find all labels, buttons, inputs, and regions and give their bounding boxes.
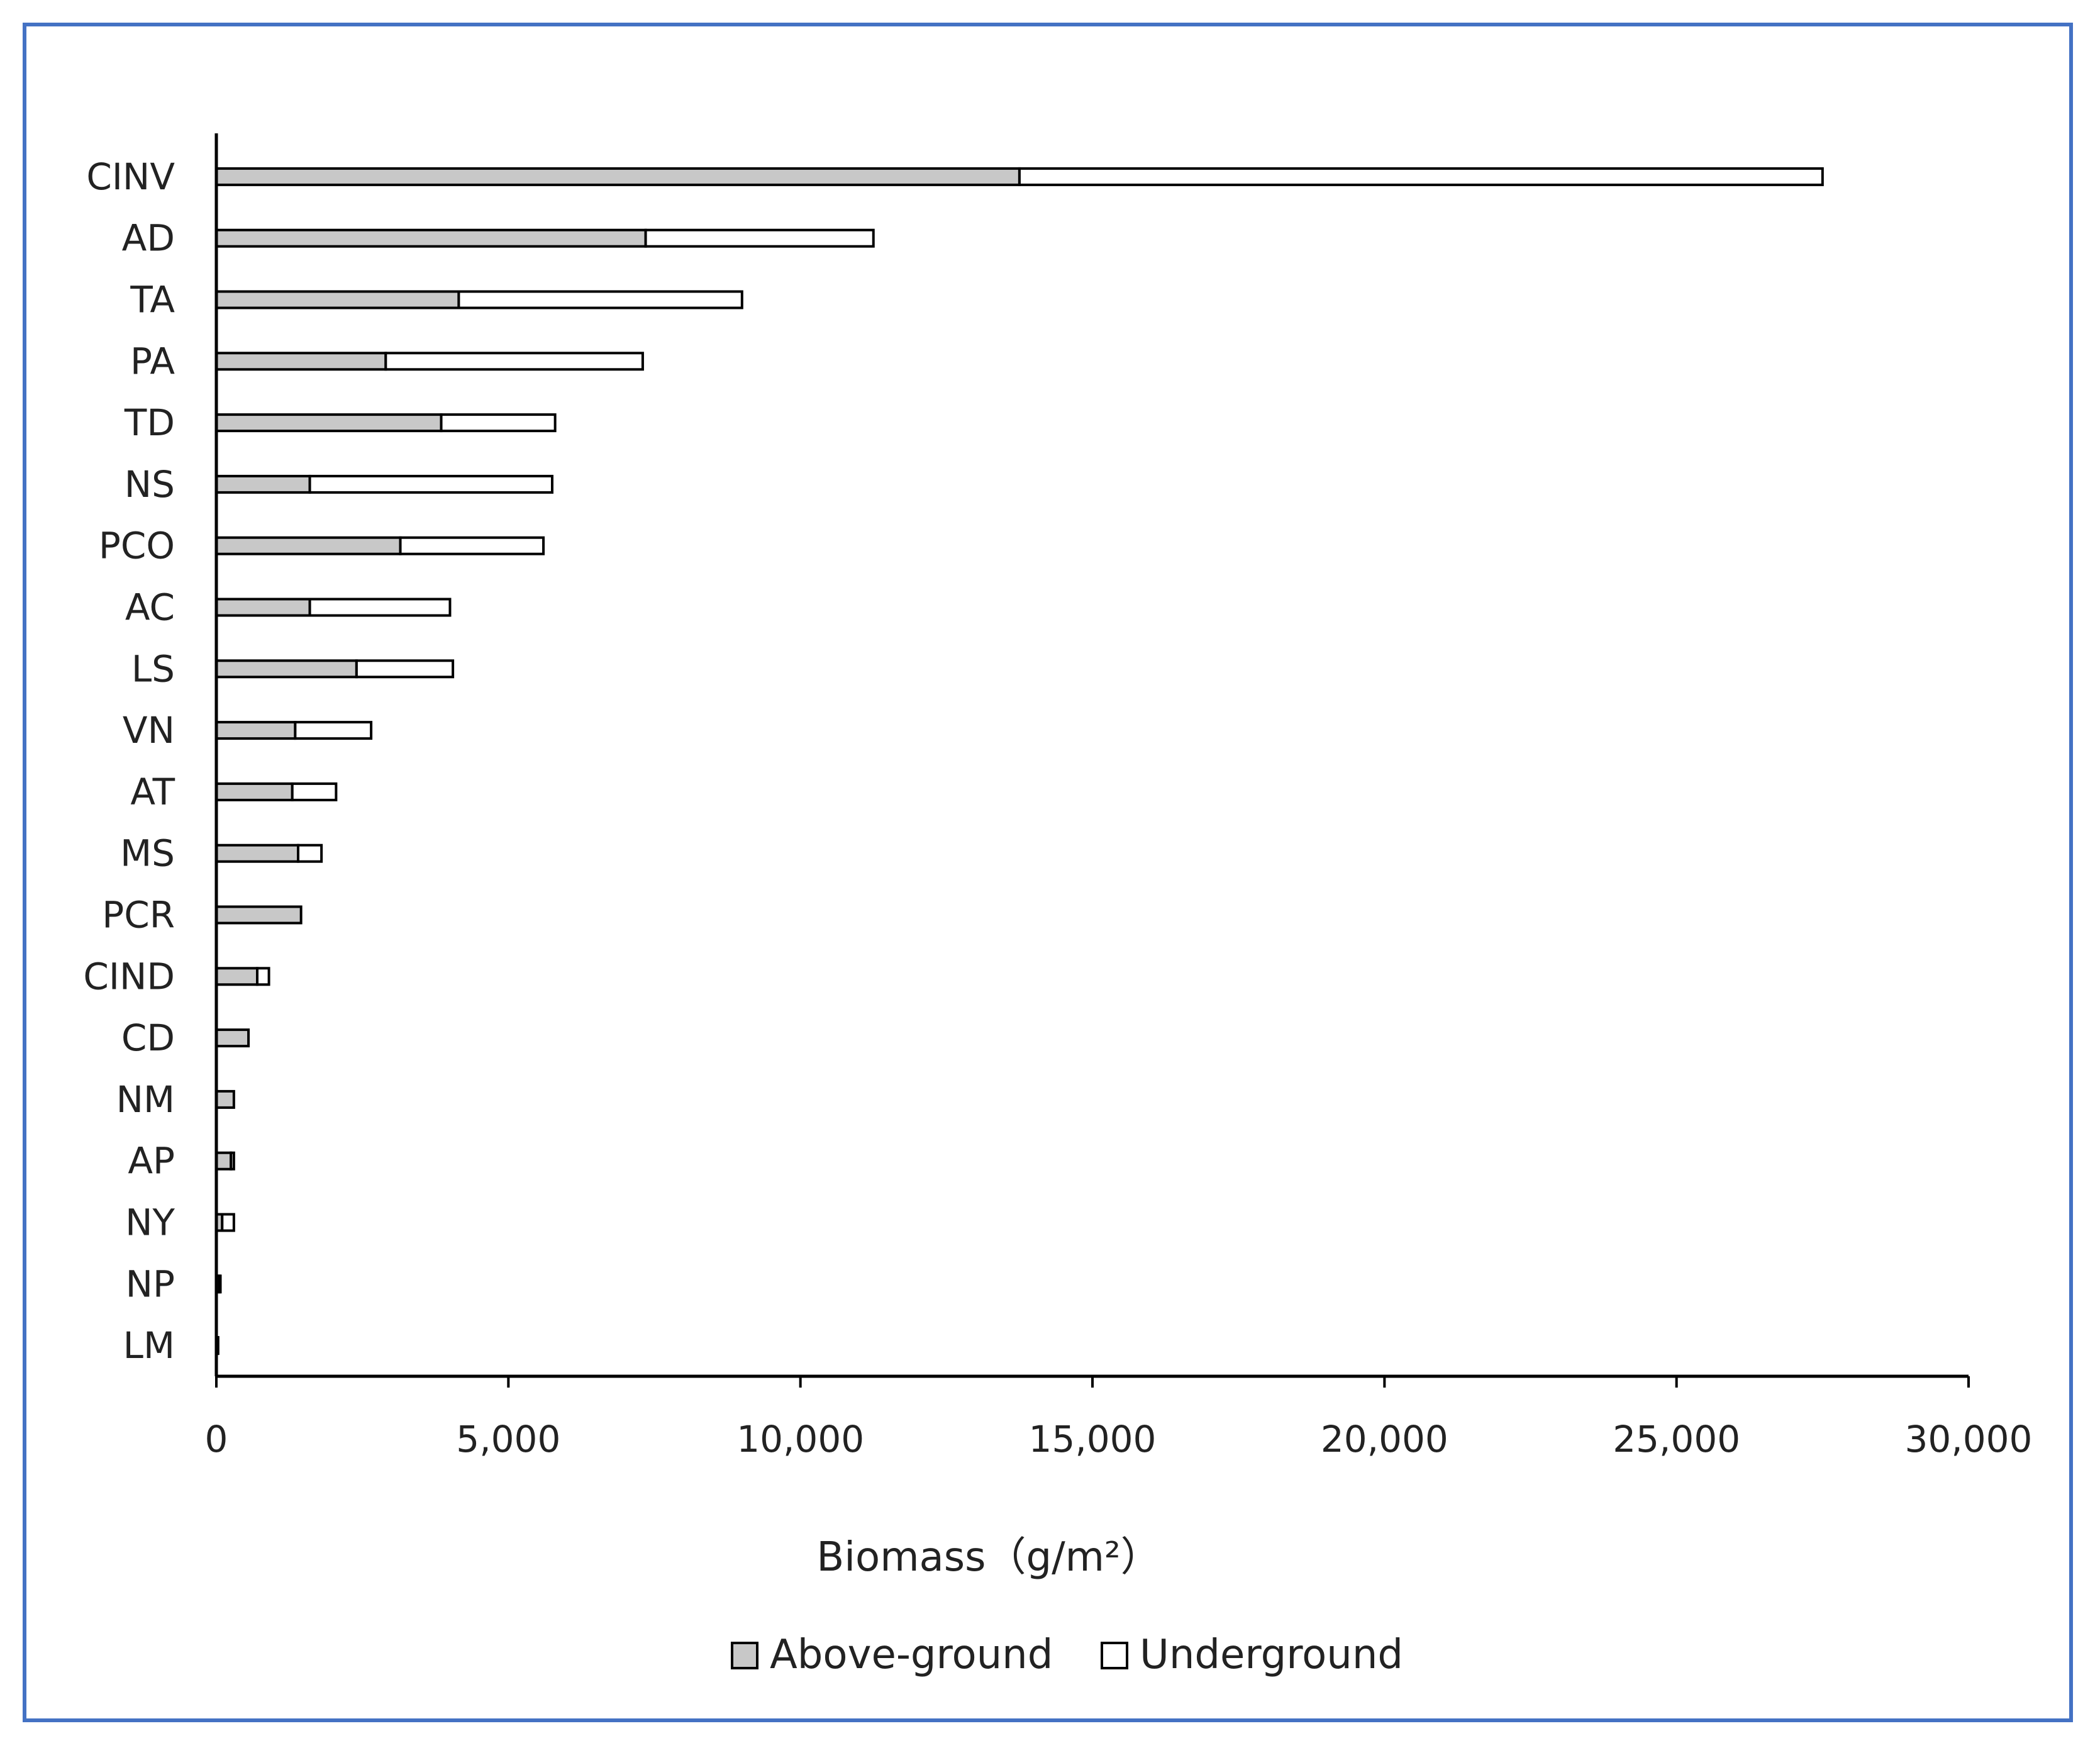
- legend-label-above-ground: Above-ground: [770, 1632, 1053, 1678]
- chart-frame: CINV AD TA PA TD NS PCO AC LS VN AT MS PCR CIND CD NM AP…: [23, 23, 2073, 1722]
- x-tick-label: 15,000: [1029, 1418, 1157, 1461]
- category-label-ms: MS: [120, 832, 175, 875]
- x-axis-title: Biomass（g/m²）: [816, 1534, 1160, 1581]
- bar-ac-underground: [308, 598, 452, 617]
- category-label-pco: PCO: [99, 525, 175, 567]
- category-label-cd: CD: [121, 1016, 175, 1059]
- bar-ms-above-ground: [215, 843, 300, 863]
- bar-ad-above-ground: [215, 228, 647, 248]
- bar-pcr-above-ground: [215, 905, 303, 925]
- bar-cd-above-ground: [215, 1028, 250, 1048]
- x-tick-label: 5,000: [456, 1418, 560, 1461]
- biomass-bar-chart: CINV AD TA PA TD NS PCO AC LS VN AT MS PCR CIND CD NM AP…: [83, 133, 2033, 1678]
- legend: Above-ground Underground: [731, 1632, 1403, 1678]
- category-label-at: AT: [130, 771, 175, 813]
- bar-ap-above-ground: [215, 1151, 233, 1171]
- category-label-vn: VN: [123, 709, 175, 752]
- bar-ny-underground: [221, 1213, 235, 1232]
- category-label-ta: TA: [130, 279, 175, 321]
- bar-pco-above-ground: [215, 536, 402, 555]
- bar-pa-above-ground: [215, 352, 387, 371]
- category-label-td: TD: [124, 401, 175, 444]
- legend-swatch-above-ground: [731, 1642, 758, 1669]
- category-labels: CINV AD TA PA TD NS PCO AC LS VN AT MS PCR CIND CD NM AP…: [83, 155, 175, 1367]
- category-label-ap: AP: [128, 1140, 175, 1183]
- category-label-ls: LS: [131, 647, 175, 690]
- legend-swatch-underground: [1101, 1642, 1128, 1669]
- bar-ta-above-ground: [215, 290, 460, 309]
- bar-ns-above-ground: [215, 474, 311, 494]
- tick-labels: 0 5,000 10,000 15,000 20,000 25,000 30,000: [205, 1418, 2033, 1461]
- bar-td-underground: [440, 413, 557, 433]
- x-tick-label: 20,000: [1321, 1418, 1448, 1461]
- bar-ap-underground: [230, 1151, 235, 1171]
- bar-cind-underground: [256, 967, 270, 986]
- bar-at-underground: [291, 782, 338, 801]
- legend-label-underground: Underground: [1140, 1632, 1403, 1678]
- category-label-np: NP: [126, 1262, 175, 1305]
- bar-ls-underground: [355, 659, 455, 679]
- bar-td-above-ground: [215, 413, 443, 433]
- category-label-pa: PA: [130, 340, 175, 382]
- bars-group: [215, 167, 1824, 1356]
- bar-ls-above-ground: [215, 659, 358, 679]
- category-label-ad: AD: [122, 217, 175, 260]
- axes-group: [214, 133, 1970, 1388]
- category-label-nm: NM: [116, 1078, 175, 1121]
- bar-vn-above-ground: [215, 721, 297, 740]
- category-label-cinv: CINV: [86, 155, 175, 198]
- bar-cinv-above-ground: [215, 167, 1021, 186]
- bar-cind-above-ground: [215, 967, 259, 986]
- category-label-ns: NS: [125, 463, 175, 506]
- category-label-ny: NY: [125, 1201, 175, 1244]
- x-tick-label: 25,000: [1613, 1418, 1740, 1461]
- x-tick-label: 0: [205, 1418, 228, 1461]
- bar-ad-underground: [644, 228, 875, 248]
- bar-ms-underground: [297, 843, 323, 863]
- bar-vn-underground: [294, 721, 373, 740]
- bar-pco-underground: [399, 536, 545, 555]
- bar-nm-above-ground: [215, 1089, 235, 1109]
- x-tick-label: 10,000: [736, 1418, 864, 1461]
- bar-cinv-underground: [1018, 167, 1824, 186]
- bar-at-above-ground: [215, 782, 294, 801]
- category-label-cind: CIND: [83, 955, 175, 998]
- bar-ac-above-ground: [215, 598, 311, 617]
- bar-np-underground: [218, 1274, 222, 1294]
- category-label-ac: AC: [125, 586, 175, 629]
- bar-ta-underground: [457, 290, 743, 309]
- bar-pa-underground: [384, 352, 644, 371]
- category-label-lm: LM: [123, 1324, 175, 1367]
- category-label-pcr: PCR: [102, 894, 175, 937]
- x-tick-label: 30,000: [1905, 1418, 2033, 1461]
- bar-ns-underground: [308, 474, 553, 494]
